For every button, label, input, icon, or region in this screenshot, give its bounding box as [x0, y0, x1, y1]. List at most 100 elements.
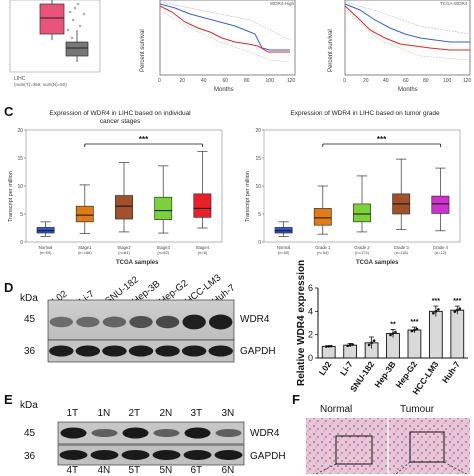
chart-c-right-ytick-label: 10 — [255, 184, 261, 190]
km1-xlabel: Months — [214, 87, 234, 93]
bar-point — [434, 310, 438, 313]
km1-xtick: 20 — [179, 78, 186, 84]
bar-point — [372, 339, 376, 343]
panel-label-c: C — [4, 104, 14, 119]
panel-label-d: D — [4, 280, 14, 295]
chart-c-left-ytick-label: 20 — [17, 128, 23, 134]
wdr4-band-d — [49, 316, 73, 328]
km2-xlabel: Months — [398, 87, 418, 93]
panel-d-band-gapdh: GAPDH — [240, 346, 276, 357]
chart-c-right-xlabel: TCGA samples — [356, 260, 399, 266]
bar-point — [432, 311, 435, 315]
km1-legend: WDR4-High — [270, 1, 295, 6]
bar-point — [348, 343, 352, 347]
panel-d-marker-45: 45 — [24, 314, 36, 325]
bar-point — [346, 344, 349, 348]
bar-point — [415, 327, 419, 331]
bar-point — [455, 308, 459, 312]
chart-c-right-ytick-label: 20 — [255, 128, 261, 134]
gapdh-band-e — [59, 450, 88, 460]
km2-xtick: 40 — [383, 78, 389, 84]
chart-c-left-xtick-sub: (n=6) — [198, 250, 208, 255]
km-plot-1 — [159, 0, 296, 76]
bar-ytick-label: 2 — [308, 330, 313, 340]
chart-c-right-xtick-label: Grade 1 — [315, 245, 331, 250]
panel-e-marker-36: 36 — [24, 451, 36, 462]
gapdh-band-d — [128, 345, 154, 357]
chart-c-right-box-1 — [313, 208, 332, 226]
chart-c-right-box-0 — [274, 227, 293, 234]
panel-e-band-wdr4: WDR4 — [250, 428, 280, 439]
chart-c-left-xtick-sub: (n=168) — [78, 250, 93, 255]
chart-c-left-sig-stars: *** — [139, 135, 149, 144]
chart-c-right-ytick-label: 5 — [258, 212, 261, 218]
km1-xtick: 100 — [265, 78, 274, 84]
km2-xtick: 60 — [403, 78, 409, 84]
km2-xtick: 80 — [423, 78, 429, 84]
chart-c-left-box-4 — [193, 193, 212, 218]
chart-c-right-box-2 — [353, 203, 371, 223]
wdr4-band-d — [155, 315, 180, 329]
chart-c-right-xtick-label: Grade 2 — [354, 245, 370, 250]
chart-c-left-box-2 — [115, 195, 133, 220]
gapdh-band-e — [90, 450, 119, 460]
km-plot-2 — [344, 0, 471, 76]
chart-c-right-xtick-sub: (n=118) — [394, 250, 408, 255]
panel-e-lane-3n: 3N — [221, 408, 235, 419]
bar-ytick-label: 4 — [308, 306, 313, 316]
bar-point — [367, 343, 371, 347]
bar-ytick-label: 6 — [308, 283, 313, 293]
bar-point — [413, 328, 416, 332]
km1-xtick: 120 — [287, 78, 296, 84]
bar-point — [391, 332, 395, 335]
panel-e-lane-5n: 5N — [159, 465, 173, 476]
tumor-box — [39, 3, 65, 35]
top-left-boxplot — [9, 0, 101, 73]
chart-c-left-xtick-sub: (n=84) — [118, 250, 130, 255]
bar-point — [437, 308, 440, 311]
km2-xtick: 0 — [343, 78, 346, 84]
chart-c-left-box-1 — [75, 205, 94, 223]
panel-e-band-gapdh: GAPDH — [250, 451, 286, 462]
bar-sig: ** — [390, 321, 396, 328]
chart-c-right-xtick-sub: (n=54) — [317, 250, 329, 255]
wdr4-band-e — [184, 427, 211, 439]
bar-point — [389, 333, 392, 337]
bar-sig: *** — [453, 298, 461, 305]
top-left-xlabel: LIHC — [14, 76, 26, 82]
top-left-sub: (num(T)=369; num(N)=50) — [14, 82, 67, 87]
panel-e-lane-1n: 1N — [97, 408, 111, 419]
gapdh-band-d — [208, 345, 233, 357]
wdr4-band-d — [102, 316, 127, 328]
panel-d-kda: kDa — [20, 293, 38, 304]
wdr4-band-e — [122, 427, 149, 439]
bar-point — [410, 329, 414, 333]
chart-c-left-xtick-sub: (n=50) — [40, 250, 52, 255]
panel-e-lane-1t: 1T — [66, 408, 79, 419]
chart-c-right-title: Expression of WDR4 in LIHC based on tumo… — [290, 110, 440, 117]
km1-xtick: 60 — [222, 78, 229, 84]
panel-e-kda: kDa — [20, 400, 38, 411]
bar-point — [351, 343, 354, 346]
bar-ytick-label: 0 — [308, 353, 313, 363]
panel-label-e: E — [4, 392, 13, 407]
bar-point — [458, 307, 462, 310]
panel-f-normal-label: Normal — [320, 404, 353, 415]
km2-xtick: 100 — [443, 78, 452, 84]
bar-point — [453, 310, 457, 313]
km2-xtick: 120 — [463, 78, 472, 84]
chart-c-right-xtick-label: Grade 3 — [394, 245, 410, 250]
wdr4-band-d — [182, 314, 206, 330]
gapdh-band-e — [214, 450, 243, 460]
chart-c-right-xtick-sub: (n=12) — [435, 250, 447, 255]
chart-c-left-xlabel: TCGA samples — [116, 260, 159, 266]
gapdh-band-e — [183, 450, 212, 460]
bar-point — [324, 345, 328, 348]
bar-sig: *** — [410, 319, 418, 326]
